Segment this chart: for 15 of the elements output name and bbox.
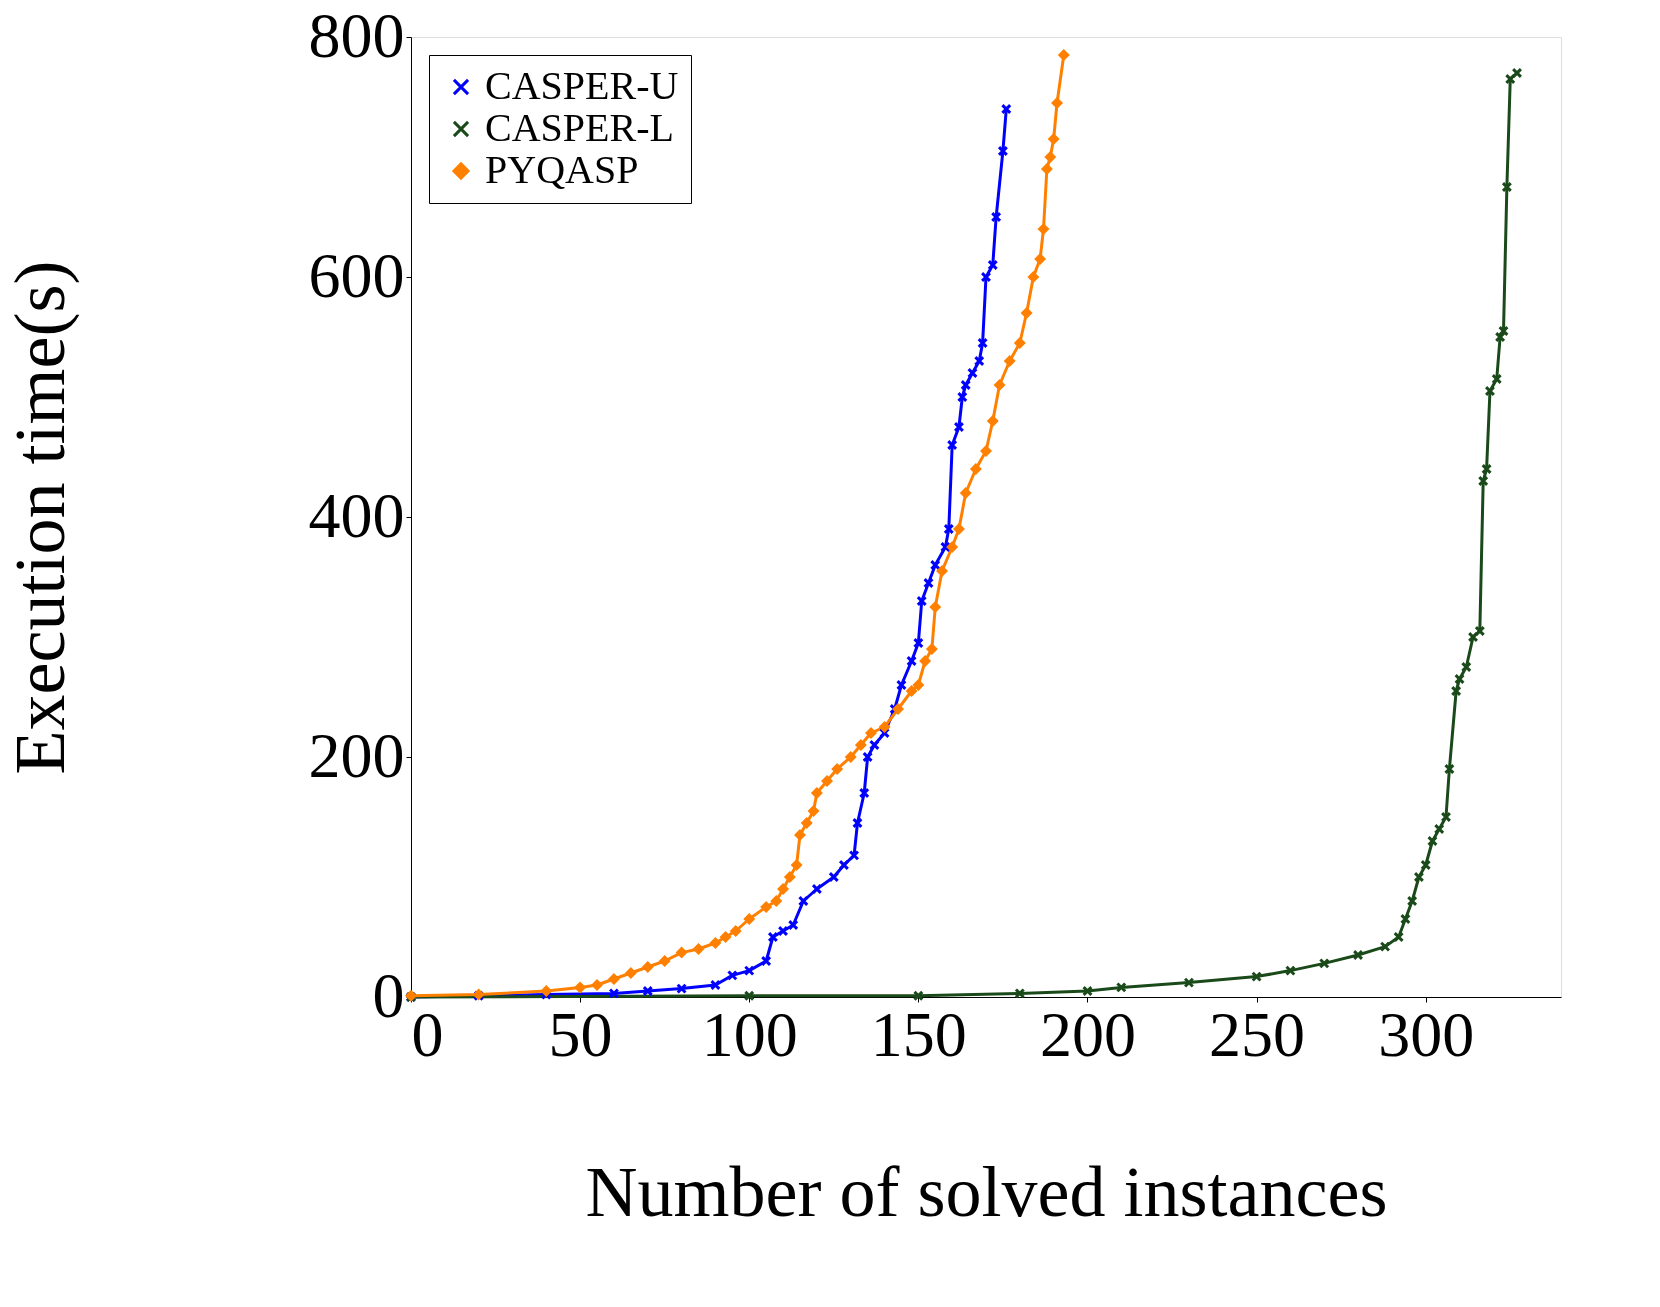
x-axis-title: Number of solved instances <box>585 1151 1388 1232</box>
legend-label: CASPER-U <box>485 63 679 108</box>
x-tick-label: 250 <box>1209 998 1306 1070</box>
y-tick-label: 800 <box>308 0 405 71</box>
y-tick-label: 400 <box>308 479 405 551</box>
x-tick-label: 50 <box>548 998 613 1070</box>
legend-label: CASPER-L <box>485 105 674 150</box>
y-tick-label: 200 <box>308 719 405 791</box>
x-tick-label: 200 <box>1039 998 1136 1070</box>
y-axis-title: Execution time(s) <box>0 260 80 775</box>
legend-label: PYQASP <box>485 147 639 192</box>
x-tick-label: 100 <box>701 998 798 1070</box>
y-tick-label: 600 <box>308 239 405 311</box>
x-tick-label: 300 <box>1378 998 1475 1070</box>
x-tick-label: 150 <box>870 998 967 1070</box>
